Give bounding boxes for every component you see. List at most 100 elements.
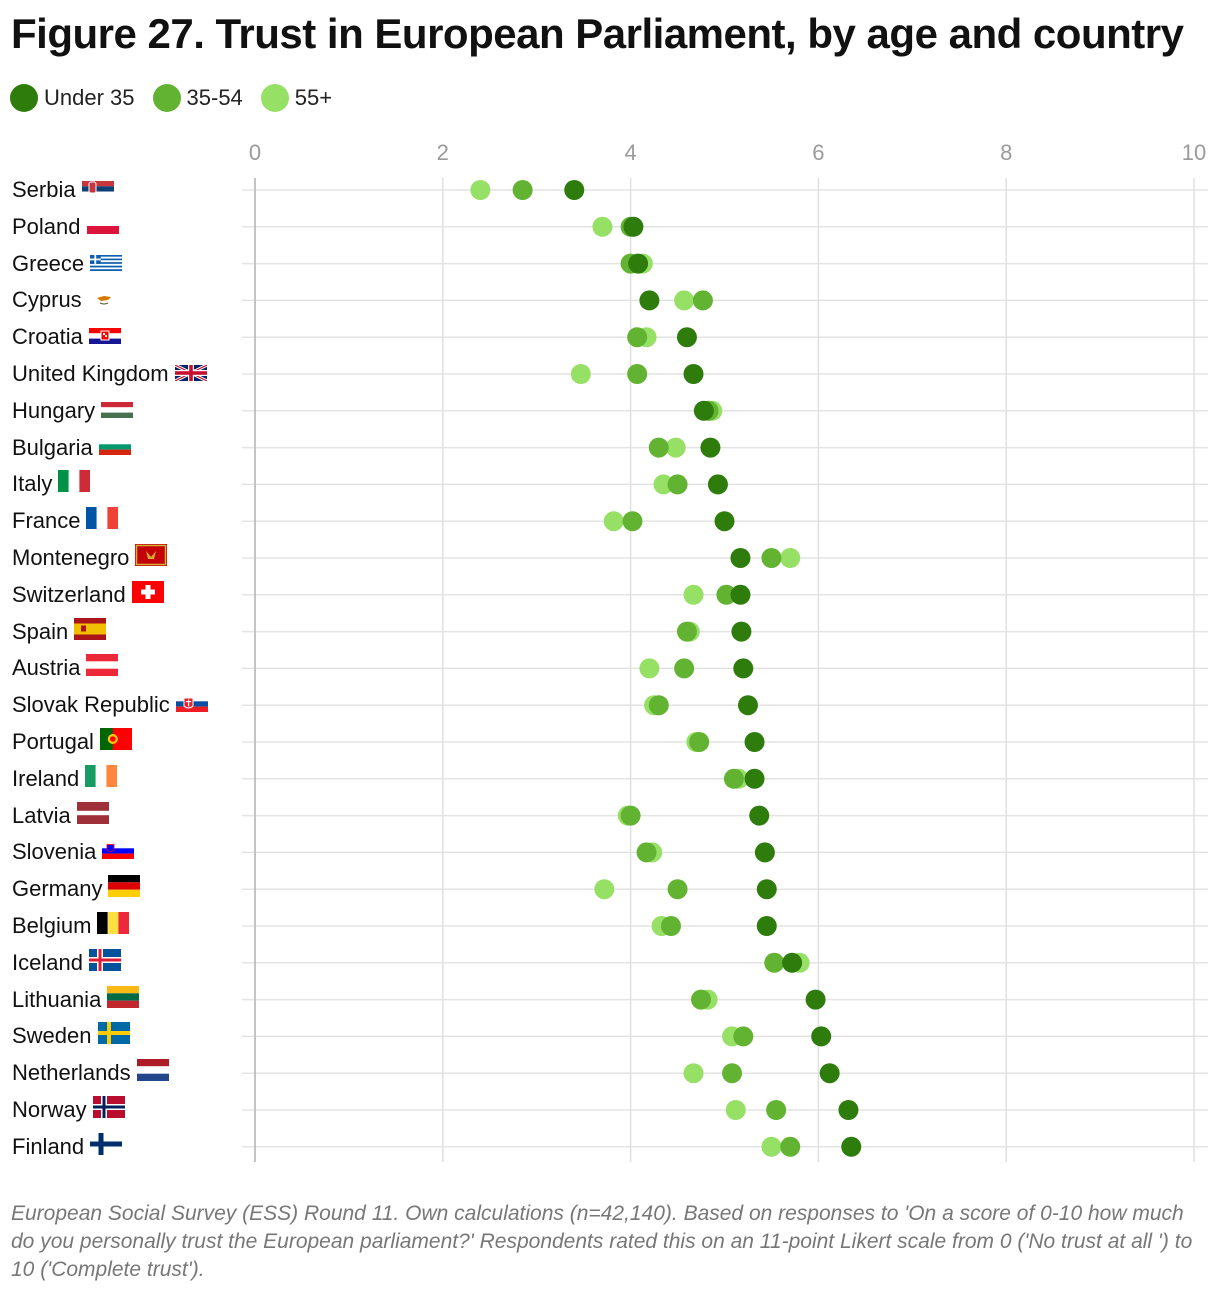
country-name: Iceland [12, 949, 83, 975]
legend-swatch-55-plus [260, 84, 289, 112]
data-point [627, 364, 648, 384]
country-name: Germany [12, 876, 103, 902]
country-name: Norway [12, 1097, 87, 1122]
legend-label-55-plus: 55+ [294, 85, 333, 110]
dot-plot: 0 2 4 6 8 10 [242, 140, 1208, 1162]
data-point [639, 658, 660, 679]
croatia-flag [88, 324, 121, 350]
data-point [838, 1100, 859, 1120]
country-name: Spain [12, 618, 69, 644]
country-name: Lithuania [12, 986, 102, 1012]
data-point [660, 916, 681, 936]
data-point [841, 1136, 862, 1157]
data-point [744, 732, 765, 752]
data-point [819, 1063, 840, 1084]
data-point [648, 695, 669, 716]
slovakia-flag [175, 692, 208, 718]
data-point [733, 658, 754, 679]
data-point [761, 548, 782, 568]
data-point [676, 621, 697, 642]
country-row-label: Ireland [12, 764, 118, 794]
country-name: Italy [12, 471, 53, 497]
data-point [676, 327, 697, 348]
ireland-flag [85, 764, 118, 793]
data-point [639, 290, 660, 311]
data-point [691, 989, 712, 1010]
iceland-flag [88, 948, 121, 977]
data-point [737, 695, 758, 716]
data-point [674, 290, 695, 311]
data-point [730, 548, 751, 568]
data-point [667, 474, 688, 495]
data-point [731, 621, 752, 642]
data-point [667, 879, 688, 900]
country-row-label: Switzerland [12, 580, 164, 610]
country-row-label: Lithuania [12, 985, 140, 1015]
greece-flag [90, 251, 123, 277]
serbia-flag [81, 177, 114, 203]
country-row-label: Finland [12, 1132, 123, 1162]
data-point [628, 253, 649, 274]
data-point [622, 511, 643, 532]
country-row-label: Poland [12, 212, 119, 242]
data-point [782, 952, 803, 973]
country-row-label: Latvia [12, 801, 109, 831]
data-point [722, 1063, 743, 1084]
data-point [693, 400, 714, 421]
chart-title: Figure 27. Trust in European Parliament,… [11, 10, 1184, 57]
data-point [723, 768, 744, 789]
country-row-label: Slovenia [12, 837, 135, 867]
cyprus-flag [87, 287, 120, 313]
data-point [623, 216, 644, 237]
poland-flag [86, 214, 119, 240]
data-point [805, 989, 826, 1010]
data-point [780, 548, 801, 568]
montenegro-flag [135, 544, 168, 572]
country-row-label: Norway [12, 1095, 125, 1125]
x-tick-label: 8 [1000, 140, 1012, 165]
x-tick-label: 4 [624, 140, 636, 165]
data-point [653, 474, 674, 495]
data-point [603, 511, 624, 532]
data-point [764, 952, 785, 973]
country-row-label: Netherlands [12, 1058, 169, 1088]
country-name: Latvia [12, 802, 71, 828]
country-name: Montenegro [12, 545, 130, 570]
country-row-label: Portugal [12, 727, 132, 757]
country-row-label: Serbia [12, 175, 114, 205]
legend-item-35-54: 35-54 [152, 84, 243, 112]
portugal-flag [99, 728, 132, 756]
country-row-label: Montenegro [12, 543, 168, 573]
country-name: Greece [12, 250, 85, 276]
data-point [749, 805, 770, 826]
country-row-label: Italy [12, 469, 91, 499]
data-point [689, 732, 710, 752]
legend: Under 35 35-54 55+ [10, 84, 332, 112]
data-point [811, 1026, 832, 1047]
data-point [714, 511, 735, 532]
country-row-label: Croatia [12, 322, 121, 352]
data-point [733, 1026, 754, 1047]
uk-flag [173, 361, 208, 387]
france-flag [86, 507, 119, 535]
slovenia-flag [102, 839, 135, 865]
country-name: United Kingdom [12, 361, 169, 386]
data-point [756, 879, 777, 900]
data-point [756, 916, 777, 936]
country-row-label: United Kingdom [12, 359, 208, 389]
country-name: Finland [12, 1133, 85, 1159]
legend-swatch-35-54 [152, 84, 181, 112]
legend-label-under-35: Under 35 [44, 85, 135, 110]
data-point [683, 1063, 704, 1084]
latvia-flag [76, 801, 109, 830]
data-point [754, 842, 775, 863]
legend-item-under-35: Under 35 [10, 84, 135, 112]
country-row-label: France [12, 506, 119, 536]
data-point [692, 290, 713, 311]
country-row-label: Spain [12, 617, 107, 647]
data-point [665, 437, 686, 458]
country-row-label: Cyprus [12, 285, 120, 315]
country-name: France [12, 508, 81, 534]
data-point [725, 1100, 746, 1120]
legend-swatch-under-35 [10, 84, 38, 112]
